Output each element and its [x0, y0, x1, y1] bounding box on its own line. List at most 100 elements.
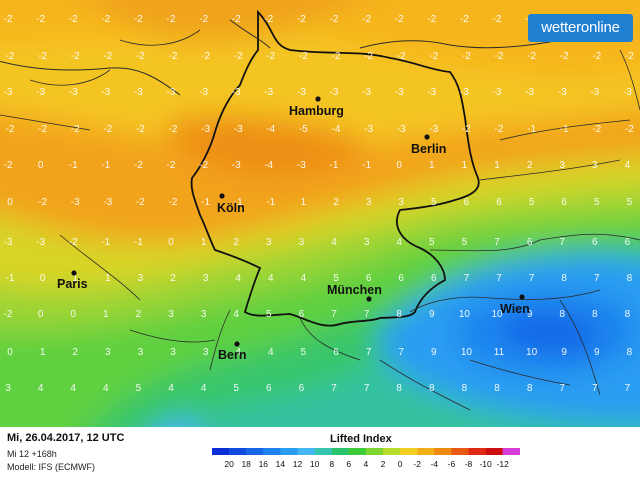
grid-value: -2: [103, 51, 112, 62]
grid-value: 0: [40, 273, 46, 284]
grid-value: -2: [69, 14, 78, 25]
grid-value: -2: [527, 51, 536, 62]
grid-value: -3: [36, 87, 45, 98]
grid-value: -1: [330, 160, 339, 171]
grid-value: -2: [169, 197, 178, 208]
grid-value: 8: [559, 309, 565, 320]
model-name: Modell: IFS (ECMWF): [7, 462, 96, 472]
grid-value: -2: [169, 51, 178, 62]
grid-value: -1: [560, 124, 569, 135]
grid-value: 0: [70, 309, 76, 320]
grid-value: 5: [266, 309, 272, 320]
grid-value: 8: [627, 347, 633, 358]
legend-title: Lifted Index: [330, 433, 392, 445]
legend-label: 2: [381, 459, 386, 469]
grid-value: 3: [559, 160, 565, 171]
grid-value: 3: [266, 237, 272, 248]
legend-label: -2: [413, 459, 421, 469]
legend-swatch: [451, 448, 469, 455]
city-dot: [366, 296, 372, 302]
grid-value: 4: [235, 273, 241, 284]
grid-value: -2: [38, 51, 47, 62]
grid-value: -2: [201, 51, 210, 62]
legend-swatch: [400, 448, 418, 455]
grid-value: 5: [594, 197, 600, 208]
grid-value: 5: [333, 273, 339, 284]
grid-value: -3: [103, 197, 112, 208]
legend-label: 18: [241, 459, 251, 469]
grid-value: -1: [134, 237, 143, 248]
grid-value: -2: [136, 197, 145, 208]
grid-value: -1: [266, 197, 275, 208]
grid-value: 0: [7, 197, 13, 208]
grid-value: 9: [527, 309, 533, 320]
grid-value: -2: [38, 124, 47, 135]
grid-value: -2: [560, 51, 569, 62]
grid-value: -2: [364, 51, 373, 62]
grid-value: -2: [266, 51, 275, 62]
grid-value: -3: [36, 237, 45, 248]
grid-value: -3: [167, 87, 176, 98]
legend-label: -6: [448, 459, 456, 469]
grid-value: 6: [398, 273, 404, 284]
grid-value: -3: [362, 87, 371, 98]
grid-value: -3: [234, 124, 243, 135]
grid-value: 11: [494, 347, 505, 358]
grid-value: -2: [330, 14, 339, 25]
grid-value: -2: [69, 237, 78, 248]
grid-value: -2: [264, 14, 273, 25]
grid-value: 0: [38, 309, 44, 320]
grid-value: 2: [333, 197, 339, 208]
legend-label: 0: [398, 459, 403, 469]
grid-value: -4: [264, 160, 273, 171]
grid-value: -3: [460, 87, 469, 98]
legend-label: -4: [431, 459, 439, 469]
grid-value: 4: [396, 237, 402, 248]
legend-label: -10: [479, 459, 492, 469]
grid-value: 4: [38, 383, 44, 394]
grid-value: 8: [592, 309, 598, 320]
map-canvas: -2 -2 -2 -2 -2 -2 -2 -2 -2 -2 -2 -2 -2 -2 -2 -2 -2 -2 -2 -2…: [0, 0, 640, 427]
grid-value: 4: [233, 309, 239, 320]
legend-swatch: [365, 448, 384, 455]
forecast-date: Mi, 26.04.2017, 12 UTC: [7, 432, 125, 444]
lifted-index-map[interactable]: -2 -2 -2 -2 -2 -2 -2 -2 -2 -2 -2 -2 -2 -2 -2 -2 -2 -2 -2 -2…: [0, 0, 640, 427]
value-fields: [0, 0, 640, 427]
grid-value: -2: [4, 160, 13, 171]
grid-value: -2: [199, 14, 208, 25]
grid-value: 3: [105, 347, 111, 358]
grid-value: 5: [627, 197, 633, 208]
grid-value: -2: [136, 124, 145, 135]
legend-label: 10: [310, 459, 320, 469]
grid-value: 7: [364, 309, 370, 320]
grid-value: -2: [167, 160, 176, 171]
legend-swatch: [348, 448, 367, 455]
grid-value: 3: [170, 347, 176, 358]
legend-swatch: [314, 448, 332, 455]
grid-value: -3: [364, 124, 373, 135]
grid-value: 7: [496, 273, 502, 284]
grid-value: 9: [561, 347, 567, 358]
grid-value: 1: [72, 273, 78, 284]
grid-value: 9: [429, 309, 435, 320]
grid-value: 3: [138, 347, 144, 358]
grid-value: 10: [459, 309, 471, 320]
grid-value: 0: [7, 347, 13, 358]
grid-value: 8: [429, 383, 435, 394]
grid-value: -5: [299, 124, 308, 135]
grid-value: 6: [299, 383, 305, 394]
grid-value: -4: [266, 124, 275, 135]
grid-value: -2: [199, 160, 208, 171]
city-dot: [71, 270, 77, 276]
grid-value: -2: [136, 51, 145, 62]
legend-label: 8: [329, 459, 334, 469]
wetteronline-logo[interactable]: wetteronline: [528, 14, 633, 42]
city-label: München: [327, 283, 382, 297]
grid-value: -2: [4, 309, 13, 320]
grid-value: 6: [366, 273, 372, 284]
city-dot: [219, 193, 225, 199]
grid-value: -3: [525, 87, 534, 98]
grid-value: 0: [396, 160, 402, 171]
grid-value: 1: [494, 160, 500, 171]
grid-value: -3: [134, 87, 143, 98]
